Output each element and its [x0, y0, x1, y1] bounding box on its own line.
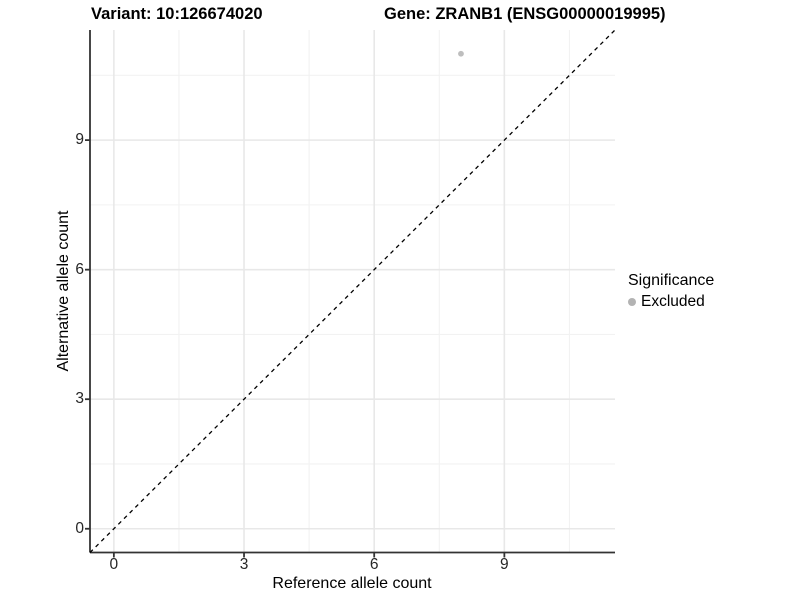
x-tick-label: 6: [369, 556, 379, 573]
identity-reference-line: [89, 29, 616, 553]
y-tick-label: 9: [75, 131, 84, 149]
legend-item-excluded: Excluded: [628, 293, 714, 311]
legend-title: Significance: [628, 272, 715, 289]
y-axis-title: Alternative allele count: [55, 210, 72, 372]
legend: Significance Excluded: [628, 272, 714, 311]
plot-title-gene: Gene: ZRANB1 (ENSG00000019995): [384, 5, 666, 23]
x-axis-title: Reference allele count: [272, 575, 432, 592]
data-point: [458, 50, 464, 57]
y-tick-label: 3: [75, 390, 84, 408]
plot-title-variant: Variant: 10:126674020: [91, 5, 263, 23]
y-tick-label: 0: [75, 519, 84, 537]
legend-item-label: Excluded: [641, 293, 705, 310]
x-tick-label: 9: [500, 556, 509, 573]
excluded-marker-icon: [628, 298, 636, 306]
x-tick-label: 0: [109, 556, 119, 573]
y-tick-label: 6: [75, 260, 84, 278]
x-tick-label: 3: [239, 556, 249, 573]
